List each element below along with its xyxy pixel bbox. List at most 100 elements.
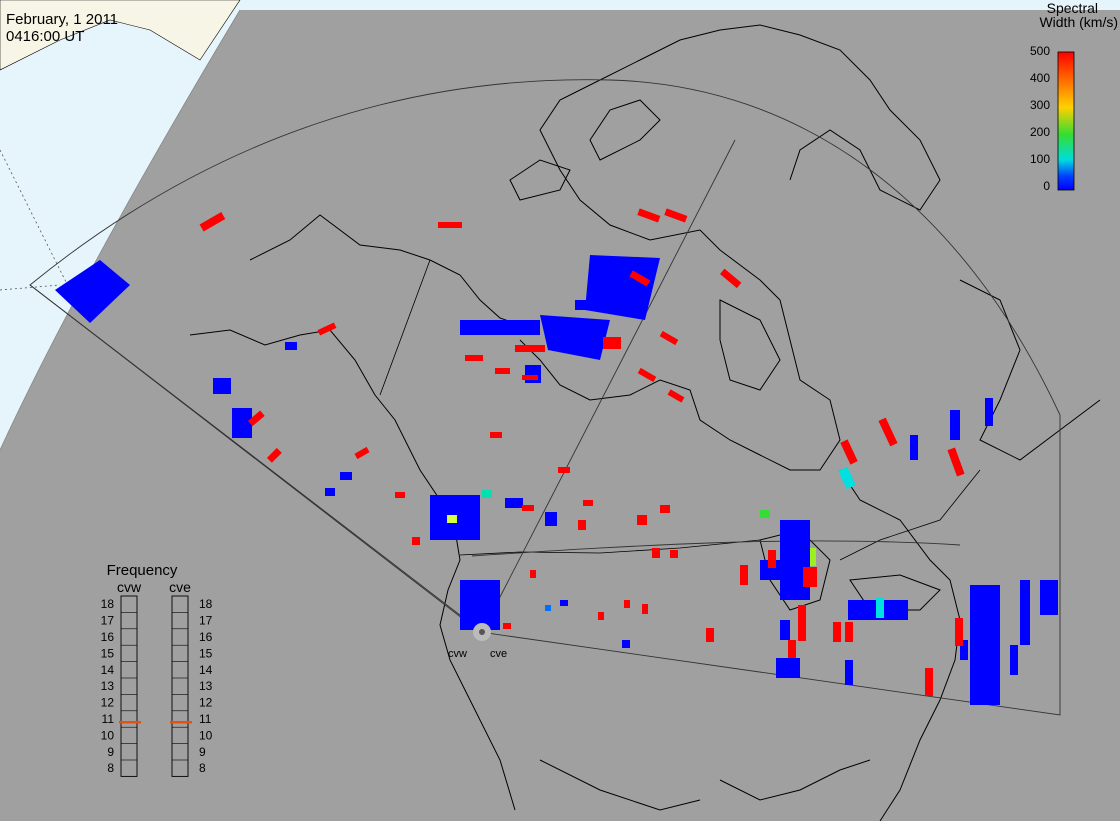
echo-cell (652, 548, 660, 558)
echo-cell (325, 488, 335, 496)
echo-cell (637, 208, 661, 223)
echo-cell (833, 622, 841, 642)
echo-cell (460, 320, 540, 335)
radar-label-cve: cve (490, 648, 507, 660)
echo-cell (1010, 645, 1018, 675)
echo-cell (960, 640, 968, 660)
echo-cell (199, 212, 226, 232)
echo-cell (955, 618, 963, 646)
echo-cell (1020, 580, 1030, 645)
echo-cell (438, 222, 462, 228)
echo-cell (578, 520, 586, 530)
echo-cell (840, 439, 858, 465)
echo-cell (838, 466, 856, 490)
frequency-tick-left: 18 (101, 597, 115, 611)
colorbar: Spectral Width (km/s) 500 400 300 200 10… (1030, 0, 1118, 193)
echo-cell (760, 510, 770, 518)
echo-cell (545, 605, 551, 611)
radar-label-cvw: cvw (448, 648, 467, 660)
radar-fov (29, 79, 1061, 716)
echo-cell (810, 548, 816, 566)
echo-cell (970, 585, 1000, 705)
frequency-tick-right: 9 (199, 745, 206, 759)
echo-cell (558, 467, 570, 473)
echo-cell (266, 447, 282, 463)
echo-cell (503, 623, 511, 629)
echo-cell (845, 660, 853, 685)
frequency-radar-label: cvw (117, 579, 142, 595)
frequency-radar-label: cve (169, 579, 191, 595)
echo-cell (340, 472, 352, 480)
echo-cell (659, 330, 679, 346)
echo-cell (985, 398, 993, 426)
frequency-tick-left: 10 (101, 728, 115, 742)
echo-cell (660, 505, 670, 513)
echo-cell (876, 598, 884, 618)
frequency-tick-left: 11 (102, 712, 115, 726)
frequency-gauge-cve (171, 595, 189, 777)
colorbar-gradient (1057, 51, 1075, 191)
colorbar-tick: 0 (1043, 179, 1050, 193)
echo-cell (395, 492, 405, 498)
echo-cell (525, 365, 541, 383)
frequency-tick-left: 17 (101, 614, 115, 628)
frequency-tick-right: 18 (199, 597, 213, 611)
echo-cell (575, 300, 600, 310)
colorbar-tick: 100 (1030, 152, 1050, 166)
frequency-tick-right: 8 (199, 761, 206, 775)
echo-cell (910, 435, 918, 460)
frequency-scale: 18 18 17 17 16 16 15 15 14 14 13 13 12 12 11 11 10 10 9 9 8 8 (101, 595, 213, 777)
radar-site-dot (479, 629, 485, 635)
frequency-tick-right: 10 (199, 728, 213, 742)
echo-cell (798, 605, 806, 641)
echo-cell (490, 432, 502, 438)
echo-cell (603, 337, 621, 349)
echo-cell (460, 580, 500, 630)
colorbar-tick: 300 (1030, 98, 1050, 112)
echo-cell (505, 498, 523, 508)
echo-cell (878, 417, 898, 447)
frequency-tick-left: 13 (101, 679, 115, 693)
time-label: 0416:00 UT (6, 28, 84, 45)
echo-cell (637, 515, 647, 525)
echo-cell (560, 600, 568, 606)
colorbar-tick: 200 (1030, 125, 1050, 139)
echo-cell (585, 255, 660, 320)
frequency-tick-right: 14 (199, 663, 213, 677)
echo-cell (950, 410, 960, 440)
echo-cell (285, 342, 297, 350)
echo-cell (780, 620, 790, 640)
frequency-title: Frequency (107, 562, 178, 579)
terminator-line (0, 9, 241, 451)
echo-cell (706, 628, 714, 642)
frequency-tick-right: 17 (199, 614, 213, 628)
frequency-tick-right: 16 (199, 630, 213, 644)
colorbar-tick: 400 (1030, 71, 1050, 85)
frequency-tick-right: 11 (199, 712, 212, 726)
frequency-gauge-cvw (120, 595, 138, 777)
frequency-tick-left: 9 (107, 745, 114, 759)
frequency-tick-left: 14 (101, 663, 115, 677)
echo-cell (740, 565, 748, 585)
land-day-region (0, 0, 241, 71)
dotted-graticule-2 (0, 284, 61, 291)
colorbar-title-1: Spectral (1047, 0, 1098, 16)
frequency-tick-right: 12 (199, 696, 213, 710)
date-label: February, 1 2011 (6, 11, 118, 28)
echo-cell (598, 612, 604, 620)
echo-cell (670, 550, 678, 558)
frequency-tick-left: 8 (107, 761, 114, 775)
echo-cell (642, 604, 648, 614)
echo-cell (720, 268, 742, 289)
echo-cell (622, 640, 630, 648)
echo-cell (629, 270, 651, 287)
borders (379, 259, 981, 561)
echo-cell (624, 600, 630, 608)
echo-cell (788, 640, 796, 658)
echo-cell (583, 500, 593, 506)
echo-cell (522, 505, 534, 511)
echo-cell (845, 622, 853, 642)
frequency-tick-left: 16 (101, 630, 115, 644)
echo-cell (530, 570, 536, 578)
